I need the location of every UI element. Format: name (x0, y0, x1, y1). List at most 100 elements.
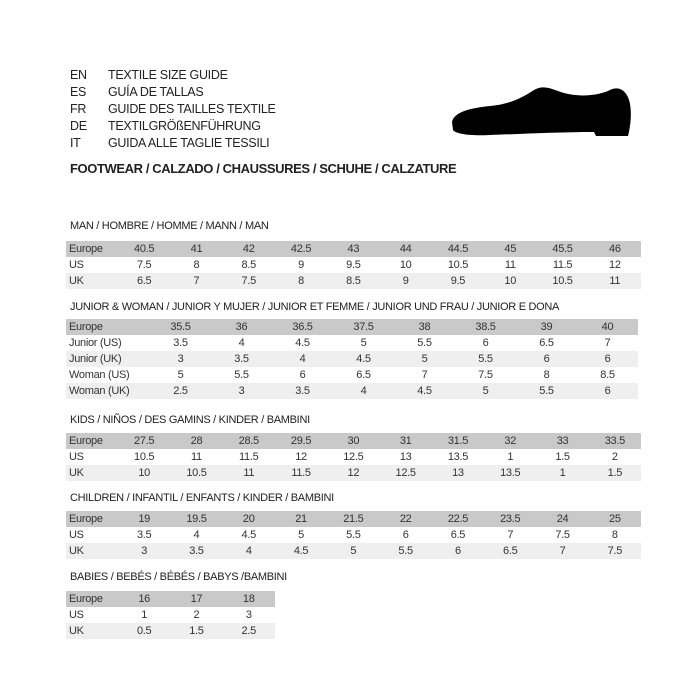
size-cell: 5.5 (417, 337, 432, 349)
row-label: Europe (66, 319, 150, 335)
size-cell: 4 (272, 351, 333, 367)
table-row: US 7.5 8 8.5 9 9.5 10 10.5 11 11.5 12 (66, 257, 641, 273)
size-cell: 10 (118, 465, 171, 481)
size-cell: 6.5 (356, 369, 371, 381)
size-cell: 42.5 (274, 241, 328, 257)
size-cell: 44.5 (431, 241, 485, 257)
size-cell: 5.5 (379, 543, 432, 559)
size-cell: 6 (431, 543, 485, 559)
table-row: UK 0.5 1.5 2.5 (66, 623, 275, 639)
language-line: FR GUIDE DES TAILLES TEXTILE (70, 101, 276, 118)
size-cell: 3 (118, 543, 171, 559)
section-label: KIDS / NIÑOS / DES GAMINS / KINDER / BAM… (70, 414, 310, 426)
size-table: Europe 40.5 41 42 42.5 43 44 44.5 45 45.5 46 US 7.5 8… (66, 241, 641, 289)
size-cell: 12.5 (379, 465, 432, 481)
size-cell: 24 (536, 511, 589, 527)
size-cell: 11.5 (274, 465, 328, 481)
row-label: Junior (US) (69, 337, 122, 349)
size-cell: 1.5 (170, 623, 223, 639)
size-cell: 33 (536, 433, 589, 449)
size-cell: 10.5 (447, 259, 469, 271)
language-code: FR (70, 102, 87, 116)
row-label: UK (66, 465, 118, 481)
size-cell: 16 (118, 591, 171, 607)
size-cell: 33.5 (588, 433, 641, 449)
size-cell: 7 (536, 543, 589, 559)
language-title: GUÍA DE TALLAS (108, 85, 204, 99)
row-label: US (69, 259, 84, 271)
row-label: Europe (66, 433, 118, 449)
table-row: US 1 2 3 (66, 607, 275, 623)
size-cell: 5 (455, 383, 516, 399)
size-cell: 13 (431, 465, 485, 481)
size-cell: 5.5 (516, 383, 577, 399)
size-cell: 4 (238, 337, 245, 349)
size-cell: 10.5 (134, 451, 155, 463)
size-cell: 12 (295, 451, 307, 463)
size-cell: 5.5 (346, 529, 361, 541)
language-line: DE TEXTILGRÖßENFÜHRUNG (70, 118, 261, 135)
size-cell: 27.5 (118, 433, 171, 449)
size-cell: 7.5 (555, 529, 570, 541)
table-row: Junior (US) 3.5 4 4.5 5 5.5 6 6.5 7 (66, 335, 638, 351)
table-row: Europe 16 17 18 (66, 591, 275, 607)
size-cell: 3.5 (136, 529, 152, 541)
size-cell: 20 (222, 511, 275, 527)
size-cell: 4.5 (394, 383, 455, 399)
size-cell: 13 (399, 451, 412, 463)
size-cell: 4.5 (274, 543, 328, 559)
row-label: Europe (66, 511, 118, 527)
size-cell: 19 (118, 511, 171, 527)
table-row: Europe 35.5 36 36.5 37.5 38 38.5 39 40 (66, 319, 638, 335)
size-cell: 8 (543, 369, 550, 381)
size-cell: 8.5 (241, 259, 257, 271)
size-cell: 9 (298, 259, 304, 271)
size-table: Europe 27.5 28 28.5 29.5 30 31 31.5 32 33 33.5 US 10… (66, 433, 641, 481)
section-label: JUNIOR & WOMAN / JUNIOR Y MUJER / JUNIOR… (70, 301, 560, 313)
size-cell: 6 (482, 337, 489, 349)
size-cell: 32 (484, 433, 537, 449)
size-cell: 3 (245, 609, 252, 621)
row-label: US (69, 529, 84, 541)
size-cell: 12 (609, 259, 621, 271)
language-title: GUIDE DES TAILLES TEXTILE (108, 102, 276, 116)
size-cell: 3.5 (211, 351, 272, 367)
size-cell: 44 (379, 241, 432, 257)
size-cell: 7 (604, 337, 611, 349)
row-label: Europe (66, 591, 118, 607)
table-row: Junior (UK) 3 3.5 4 4.5 5 5.5 6 6 (66, 351, 638, 367)
size-cell: 11.5 (552, 259, 573, 271)
size-cell: 9 (379, 273, 432, 289)
size-cell: 1 (536, 465, 589, 481)
size-cell: 31 (379, 433, 432, 449)
row-label: Europe (66, 241, 118, 257)
size-cell: 7 (170, 273, 223, 289)
size-cell: 22.5 (431, 511, 485, 527)
size-cell: 8 (611, 529, 618, 541)
size-cell: 7 (421, 369, 428, 381)
size-cell: 18 (222, 591, 275, 607)
size-cell: 23.5 (484, 511, 537, 527)
size-cell: 12 (327, 465, 380, 481)
size-cell: 22 (379, 511, 432, 527)
size-table: Europe 35.5 36 36.5 37.5 38 38.5 39 40 Junior (US… (66, 319, 638, 399)
size-cell: 17 (170, 591, 223, 607)
size-cell: 5 (298, 529, 304, 541)
section-label: CHILDREN / INFANTIL / ENFANTS / KINDER /… (70, 492, 334, 504)
size-cell: 28.5 (222, 433, 275, 449)
size-cell: 5 (360, 337, 367, 349)
size-cell: 40.5 (118, 241, 171, 257)
size-cell: 4 (222, 543, 275, 559)
size-cell: 1.5 (588, 465, 641, 481)
size-cell: 45 (484, 241, 537, 257)
size-cell: 3.5 (173, 337, 188, 349)
size-cell: 4.5 (241, 529, 257, 541)
size-cell: 8.5 (600, 369, 615, 381)
table-row: UK 6.5 7 7.5 8 8.5 9 9.5 10 10.5 11 (66, 273, 641, 289)
size-cell: 2 (611, 451, 618, 463)
size-cell: 0.5 (118, 623, 171, 639)
size-cell: 38.5 (455, 319, 516, 335)
table-row: UK 10 10.5 11 11.5 12 12.5 13 13.5 1 1.5 (66, 465, 641, 481)
size-cell: 9.5 (346, 259, 361, 271)
section-label: BABIES / BEBÉS / BÉBÉS / BABYS /BAMBINI (70, 571, 287, 583)
